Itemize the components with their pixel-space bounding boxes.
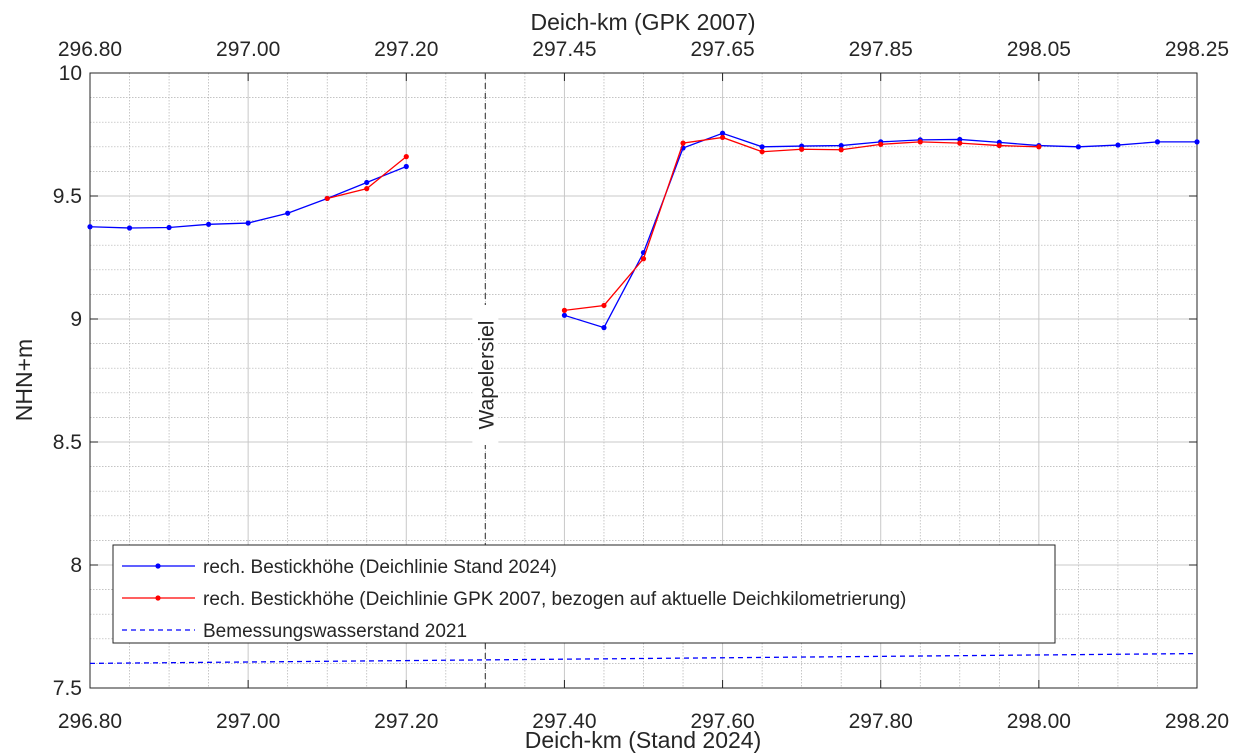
- annotation-bg: [472, 305, 499, 445]
- x-tick-label: 297.00: [216, 710, 280, 733]
- y-tick-label: 9.5: [53, 185, 82, 208]
- point: [601, 302, 607, 309]
- plot-frame: [89, 72, 1198, 689]
- y-tick-label: 9: [70, 308, 82, 331]
- point: [324, 195, 330, 202]
- legend-label: rech. Bestickhöhe (Deichlinie Stand 2024…: [203, 557, 557, 578]
- x2-tick-label: 297.20: [374, 38, 438, 61]
- point: [245, 220, 251, 226]
- x-tick-label: 297.60: [690, 710, 754, 733]
- x2-tick-label: 297.45: [532, 38, 596, 61]
- point: [1036, 144, 1042, 150]
- legend-label: rech. Bestickhöhe (Deichlinie GPK 2007, …: [203, 589, 906, 610]
- x2-tick-label: 296.80: [58, 38, 122, 61]
- point: [759, 149, 765, 155]
- legend-label: Bemessungswasserstand 2021: [203, 621, 467, 642]
- point: [601, 325, 607, 331]
- chart-title: Deich-km (GPK 2007): [531, 9, 756, 35]
- x2-tick-label: 298.25: [1165, 38, 1229, 61]
- x-tick-label: 297.20: [374, 710, 438, 733]
- y-tick-label: 8: [70, 554, 82, 577]
- legend-marker: [155, 595, 161, 601]
- x2-tick-label: 298.05: [1007, 38, 1071, 61]
- x-tick-label: 296.80: [58, 710, 122, 733]
- x-tick-label: 298.00: [1007, 710, 1071, 733]
- point: [166, 224, 172, 231]
- x-axis-label: Deich-km (Stand 2024): [525, 727, 762, 753]
- point: [403, 163, 409, 170]
- point: [838, 142, 844, 149]
- x2-tick-label: 297.00: [216, 38, 280, 61]
- legend-marker: [155, 563, 161, 569]
- point: [719, 134, 726, 141]
- x2-tick-label: 297.85: [849, 38, 913, 61]
- x-tick-label: 298.20: [1165, 710, 1229, 733]
- series-line: [89, 652, 1198, 665]
- point: [799, 146, 805, 152]
- y-axis-label: NHN+m: [11, 339, 37, 421]
- point: [1194, 139, 1200, 145]
- point: [364, 179, 370, 186]
- point: [640, 256, 647, 262]
- point: [1115, 142, 1121, 148]
- point: [759, 144, 765, 150]
- x-tick-label: 297.80: [849, 710, 913, 733]
- point: [1154, 139, 1161, 145]
- point: [680, 140, 686, 146]
- point: [996, 142, 1002, 149]
- point: [561, 312, 568, 318]
- annotation-label: Wapelersiel: [475, 321, 498, 430]
- y-tick-label: 10: [59, 62, 82, 85]
- point: [917, 139, 923, 145]
- point: [285, 210, 291, 216]
- point: [719, 130, 726, 136]
- point: [838, 147, 844, 153]
- legend-box: [112, 544, 1056, 644]
- x-tick-label: 297.40: [532, 710, 596, 733]
- point: [957, 136, 963, 143]
- y-tick-label: 7.5: [53, 677, 82, 700]
- point: [957, 140, 963, 146]
- x2-tick-label: 297.65: [690, 38, 754, 61]
- point: [364, 186, 370, 192]
- point: [403, 154, 409, 160]
- point: [206, 221, 212, 227]
- point: [1075, 144, 1081, 150]
- point: [87, 224, 93, 230]
- point: [878, 141, 884, 147]
- point: [126, 225, 133, 231]
- y-tick-label: 8.5: [53, 431, 82, 454]
- point: [561, 307, 568, 313]
